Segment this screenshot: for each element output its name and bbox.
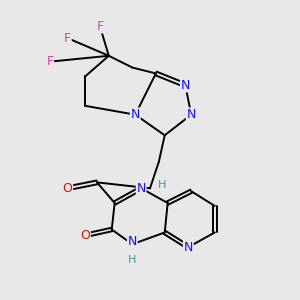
Text: N: N [181, 79, 190, 92]
Text: N: N [130, 108, 140, 121]
Text: N: N [187, 108, 196, 121]
Text: O: O [63, 182, 73, 195]
Text: N: N [184, 241, 193, 254]
Text: O: O [80, 229, 90, 242]
Text: N: N [136, 182, 146, 195]
Text: H: H [128, 255, 136, 266]
Text: F: F [46, 55, 53, 68]
Text: F: F [96, 20, 103, 33]
Text: N: N [128, 235, 137, 248]
Text: H: H [158, 180, 166, 190]
Text: F: F [64, 32, 71, 45]
